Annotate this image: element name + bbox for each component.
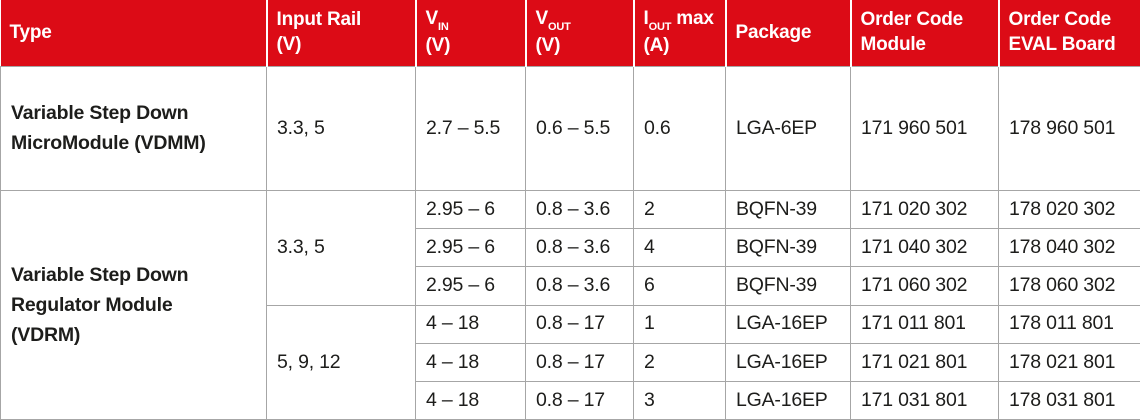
cell-vout: 0.8 – 17 [525, 304, 634, 344]
col-header-package-label: Package [735, 21, 812, 43]
col-header-vout-unit: (V) [535, 34, 561, 56]
cell-vin: 4 – 18 [415, 304, 526, 344]
iout-symbol: I [643, 8, 649, 30]
table-header-row: Type Input Rail (V) VIN (V) VOUT (V) IOU… [0, 0, 1140, 67]
cell-vin: 4 – 18 [415, 380, 526, 420]
cell-package: BQFN-39 [725, 266, 851, 306]
cell-vout: 0.8 – 3.6 [525, 266, 634, 306]
cell-order-code-module: 171 020 302 [850, 190, 999, 230]
table-row-vdrm-2: 2.95 – 6 0.8 – 3.6 4 BQFN-39 171 040 302… [1, 228, 1140, 268]
cell-vout: 0.8 – 17 [525, 380, 634, 420]
cell-order-code-eval: 178 020 302 [998, 190, 1140, 230]
cell-order-code-module: 171 040 302 [850, 228, 999, 268]
cell-package: BQFN-39 [725, 228, 851, 268]
col-header-iout-label: IOUT max [644, 7, 721, 33]
cell-order-code-module: 171 021 801 [850, 342, 999, 382]
table-row-vdrm-5: 4 – 18 0.8 – 17 2 LGA-16EP 171 021 801 1… [1, 342, 1140, 382]
cell-order-code-module: 171 060 302 [850, 266, 999, 306]
col-header-vin-label: VIN [426, 7, 521, 33]
cell-package: LGA-16EP [725, 380, 851, 420]
cell-vin: 2.7 – 5.5 [415, 65, 526, 192]
cell-package: LGA-16EP [725, 342, 851, 382]
cell-vin: 2.95 – 6 [415, 266, 526, 306]
table-row-vdmm: Variable Step Down MicroModule (VDMM) 3.… [0, 65, 1140, 192]
cell-iout-max: 4 [633, 228, 726, 268]
cell-input-rail-group-b: 5, 9, 12 [266, 304, 416, 420]
col-header-order-code-eval: Order Code EVAL Board [997, 0, 1140, 67]
cell-order-code-eval: 178 011 801 [998, 304, 1140, 344]
col-header-vout-label: VOUT [536, 7, 629, 33]
col-header-input-rail: Input Rail (V) [265, 0, 416, 67]
cell-vin: 2.95 – 6 [415, 228, 526, 268]
vin-symbol: V [425, 8, 439, 30]
vin-subscript: IN [437, 21, 449, 34]
col-header-input-rail-label: Input Rail [276, 9, 362, 31]
col-header-vout: VOUT (V) [524, 0, 634, 67]
cell-iout-max: 0.6 [633, 65, 726, 192]
col-header-order-eval-line1: Order Code [1008, 9, 1112, 31]
cell-vout: 0.8 – 3.6 [525, 190, 634, 230]
cell-iout-max: 2 [633, 342, 726, 382]
col-header-type-label: Type [9, 21, 52, 43]
cell-iout-max: 6 [633, 266, 726, 306]
cell-order-code-eval: 178 031 801 [998, 380, 1140, 420]
col-header-order-module-line1: Order Code [860, 9, 964, 31]
vout-subscript: OUT [547, 21, 571, 34]
vdrm-type-line3: (VDRM) [11, 324, 81, 347]
cell-order-code-eval: 178 960 501 [998, 65, 1140, 192]
cell-vin: 2.95 – 6 [415, 190, 526, 230]
cell-input-rail-group-a: 3.3, 5 [266, 190, 416, 306]
cell-package: LGA-6EP [725, 65, 851, 192]
vdrm-type-line1: Variable Step Down [11, 263, 189, 286]
cell-order-code-eval: 178 040 302 [998, 228, 1140, 268]
table-row-vdrm-1: Variable Step Down Regulator Module (VDR… [0, 190, 1140, 420]
vdrm-type-line2: Regulator Module [11, 293, 173, 316]
col-header-order-code-module: Order Code Module [849, 0, 999, 67]
col-header-package: Package [724, 0, 851, 67]
col-header-order-module-line2: Module [860, 33, 926, 55]
cell-order-code-module: 171 960 501 [850, 65, 999, 192]
col-header-type: Type [0, 0, 267, 67]
cell-package: BQFN-39 [725, 190, 851, 230]
col-header-vin-unit: (V) [425, 34, 451, 56]
vdmm-type-line1: Variable Step Down [11, 102, 189, 125]
iout-subscript: OUT [648, 21, 672, 34]
cell-vout: 0.8 – 17 [525, 342, 634, 382]
vout-symbol: V [535, 8, 549, 30]
col-header-input-rail-unit: (V) [276, 33, 302, 55]
cell-order-code-module: 171 011 801 [850, 304, 999, 344]
cell-order-code-module: 171 031 801 [850, 380, 999, 420]
cell-iout-max: 2 [633, 190, 726, 230]
cell-type-vdrm: Variable Step Down Regulator Module (VDR… [0, 190, 267, 420]
iout-max-suffix: max [671, 8, 714, 30]
cell-vout: 0.6 – 5.5 [525, 65, 634, 192]
cell-input-rail: 3.3, 5 [266, 65, 416, 192]
cell-vin: 4 – 18 [415, 342, 526, 382]
cell-package: LGA-16EP [725, 304, 851, 344]
col-header-vin: VIN (V) [414, 0, 526, 67]
cell-order-code-eval: 178 060 302 [998, 266, 1140, 306]
vdmm-type-line2: MicroModule (VDMM) [11, 132, 206, 155]
cell-type-vdmm: Variable Step Down MicroModule (VDMM) [0, 65, 267, 192]
col-header-order-eval-line2: EVAL Board [1008, 33, 1116, 55]
cell-order-code-eval: 178 021 801 [998, 342, 1140, 382]
col-header-iout-unit: (A) [643, 34, 670, 56]
cell-iout-max: 1 [633, 304, 726, 344]
cell-iout-max: 3 [633, 380, 726, 420]
table-row-vdrm-4: 5, 9, 12 4 – 18 0.8 – 17 1 LGA-16EP 171 … [1, 304, 1140, 420]
col-header-iout-max: IOUT max (A) [632, 0, 726, 67]
cell-vout: 0.8 – 3.6 [525, 228, 634, 268]
table-row-vdrm-6: 4 – 18 0.8 – 17 3 LGA-16EP 171 031 801 1… [1, 380, 1140, 420]
